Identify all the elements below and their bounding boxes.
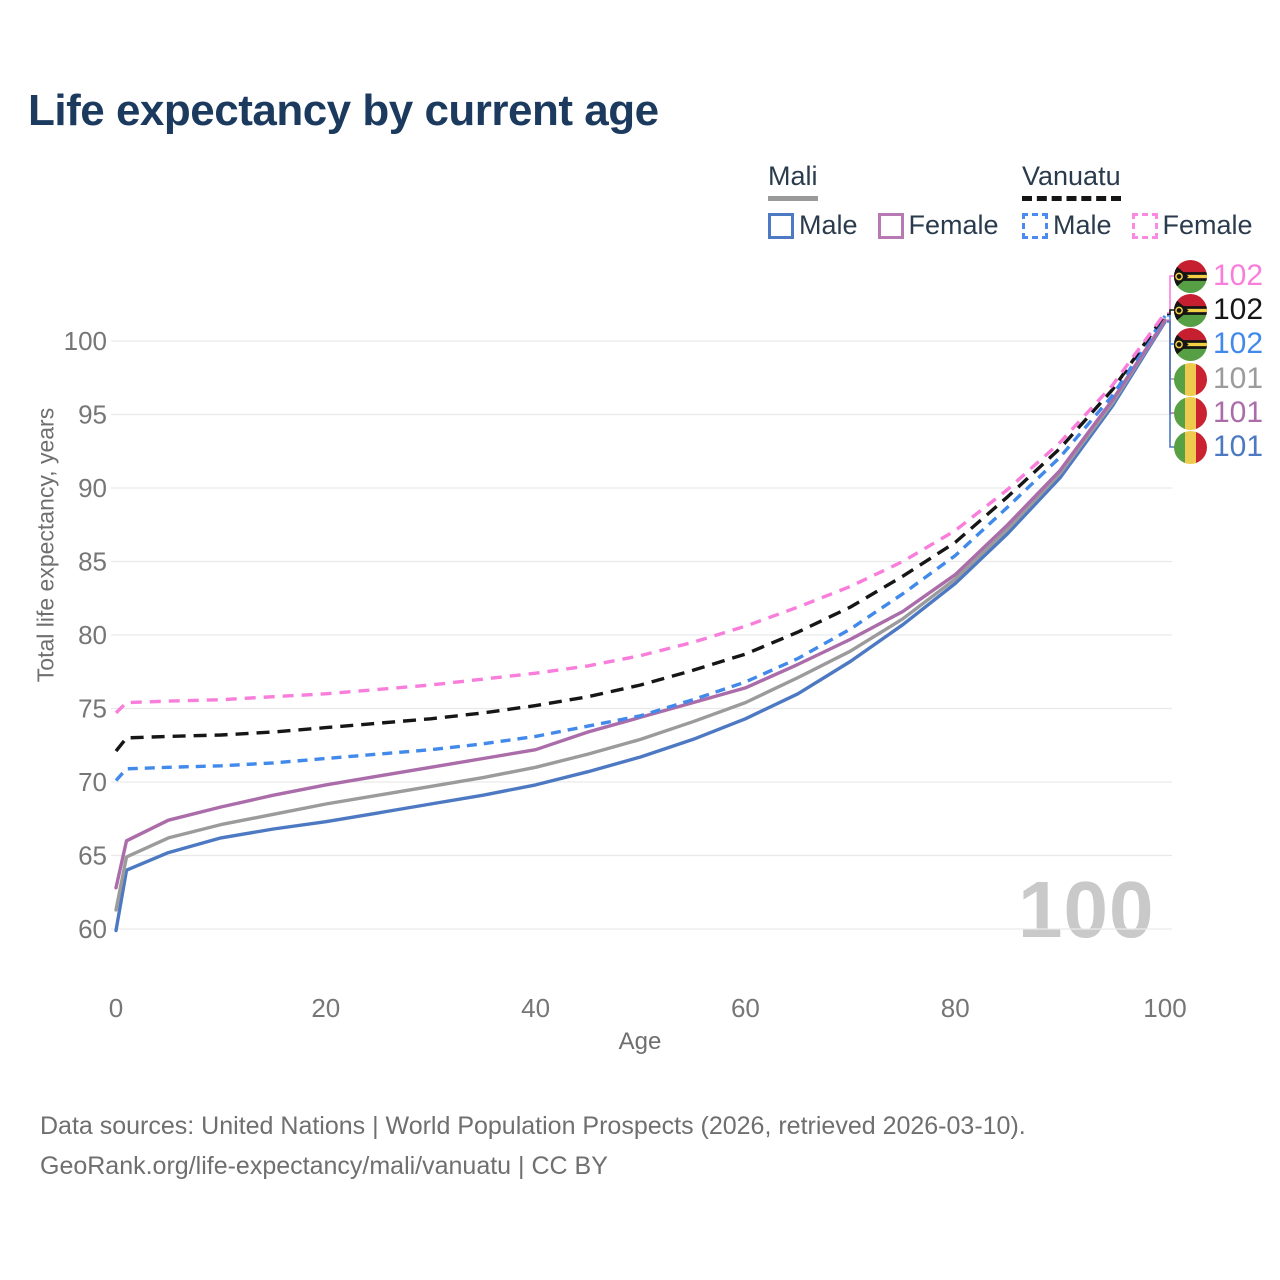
legend-item-mali-male[interactable]: Male xyxy=(768,210,858,241)
y-tick-label: 75 xyxy=(78,694,107,724)
legend-item-label: Male xyxy=(1053,210,1112,240)
vanuatu-flag-icon xyxy=(1174,259,1207,293)
legend-header-vanuatu[interactable]: Vanuatu xyxy=(1022,161,1121,201)
end-label-value: 101 xyxy=(1213,396,1264,429)
chart-title: Life expectancy by current age xyxy=(28,86,659,135)
legend-items-vanuatu: Male Female xyxy=(1022,210,1253,241)
leader-line xyxy=(1167,275,1175,314)
mali-female-swatch-icon xyxy=(877,212,904,239)
y-axis-title: Total life expectancy, years xyxy=(32,407,59,683)
end-label-value: 101 xyxy=(1213,362,1264,395)
series-line-vanuatu-male[interactable] xyxy=(114,315,1167,782)
data-sources-line: Data sources: United Nations | World Pop… xyxy=(40,1112,1026,1140)
y-tick-label: 100 xyxy=(64,326,107,356)
mali-flag-icon xyxy=(1174,362,1207,396)
y-tick-label: 60 xyxy=(78,914,107,944)
vanuatu-male-swatch-icon xyxy=(1022,212,1048,239)
footer: Data sources: United Nations | World Pop… xyxy=(40,1106,1026,1186)
end-label-mali-female: 101 xyxy=(1174,396,1263,430)
vanuatu-flag-icon xyxy=(1174,293,1207,327)
vanuatu-female-swatch-icon xyxy=(1131,212,1158,239)
age-watermark: 100 xyxy=(1018,865,1155,954)
x-tick-label: 100 xyxy=(1143,993,1186,1023)
x-tick-label: 0 xyxy=(109,993,123,1023)
end-label-value: 102 xyxy=(1213,293,1264,326)
leader-line xyxy=(1167,321,1175,448)
end-label-mali-male: 101 xyxy=(1174,430,1263,464)
x-tick-label: 20 xyxy=(311,993,340,1023)
mali-male-swatch-icon xyxy=(768,212,794,239)
end-label-mali-total: 101 xyxy=(1174,362,1263,396)
series-line-vanuatu-female[interactable] xyxy=(114,312,1167,715)
x-tick-label: 80 xyxy=(941,993,970,1023)
y-tick-label: 65 xyxy=(78,841,107,871)
y-tick-label: 90 xyxy=(78,473,107,503)
legend-item-label: Female xyxy=(1162,210,1253,240)
x-tick-label: 40 xyxy=(521,993,550,1023)
legend-group-vanuatu: Vanuatu Male Female xyxy=(1022,161,1253,241)
series-line-mali-female[interactable] xyxy=(114,318,1167,890)
legend-item-label: Male xyxy=(799,210,858,240)
x-tick-label: 60 xyxy=(731,993,760,1023)
y-tick-label: 80 xyxy=(78,620,107,650)
legend-item-vanuatu-female[interactable]: Female xyxy=(1131,210,1253,241)
y-tick-label: 70 xyxy=(78,767,107,797)
end-label-value: 101 xyxy=(1213,430,1264,463)
end-label-vanuatu-female: 102 xyxy=(1174,259,1263,293)
source-url-line: GeoRank.org/life-expectancy/mali/vanuatu… xyxy=(40,1152,608,1180)
legend-group-mali: Mali Male Female xyxy=(768,161,999,241)
y-tick-label: 85 xyxy=(78,547,107,577)
end-label-vanuatu-male: 102 xyxy=(1174,327,1263,361)
series-line-mali-male[interactable] xyxy=(114,320,1167,933)
series-line-mali-total[interactable] xyxy=(114,318,1167,912)
vanuatu-flag-icon xyxy=(1174,327,1207,361)
leader-line xyxy=(1167,309,1175,316)
series-line-vanuatu-total[interactable] xyxy=(114,313,1167,753)
legend-item-mali-female[interactable]: Female xyxy=(877,210,999,241)
end-label-value: 102 xyxy=(1213,259,1264,292)
mali-flag-icon xyxy=(1174,396,1207,430)
legend-header-mali[interactable]: Mali xyxy=(768,161,818,201)
end-label-value: 102 xyxy=(1213,327,1264,360)
legend-item-vanuatu-male[interactable]: Male xyxy=(1022,210,1112,241)
end-label-vanuatu-total: 102 xyxy=(1174,293,1263,327)
x-axis-title: Age xyxy=(618,1028,662,1055)
mali-flag-icon xyxy=(1174,430,1207,464)
legend-item-label: Female xyxy=(908,210,999,240)
legend-items-mali: Male Female xyxy=(768,210,999,241)
y-tick-label: 95 xyxy=(78,400,107,430)
